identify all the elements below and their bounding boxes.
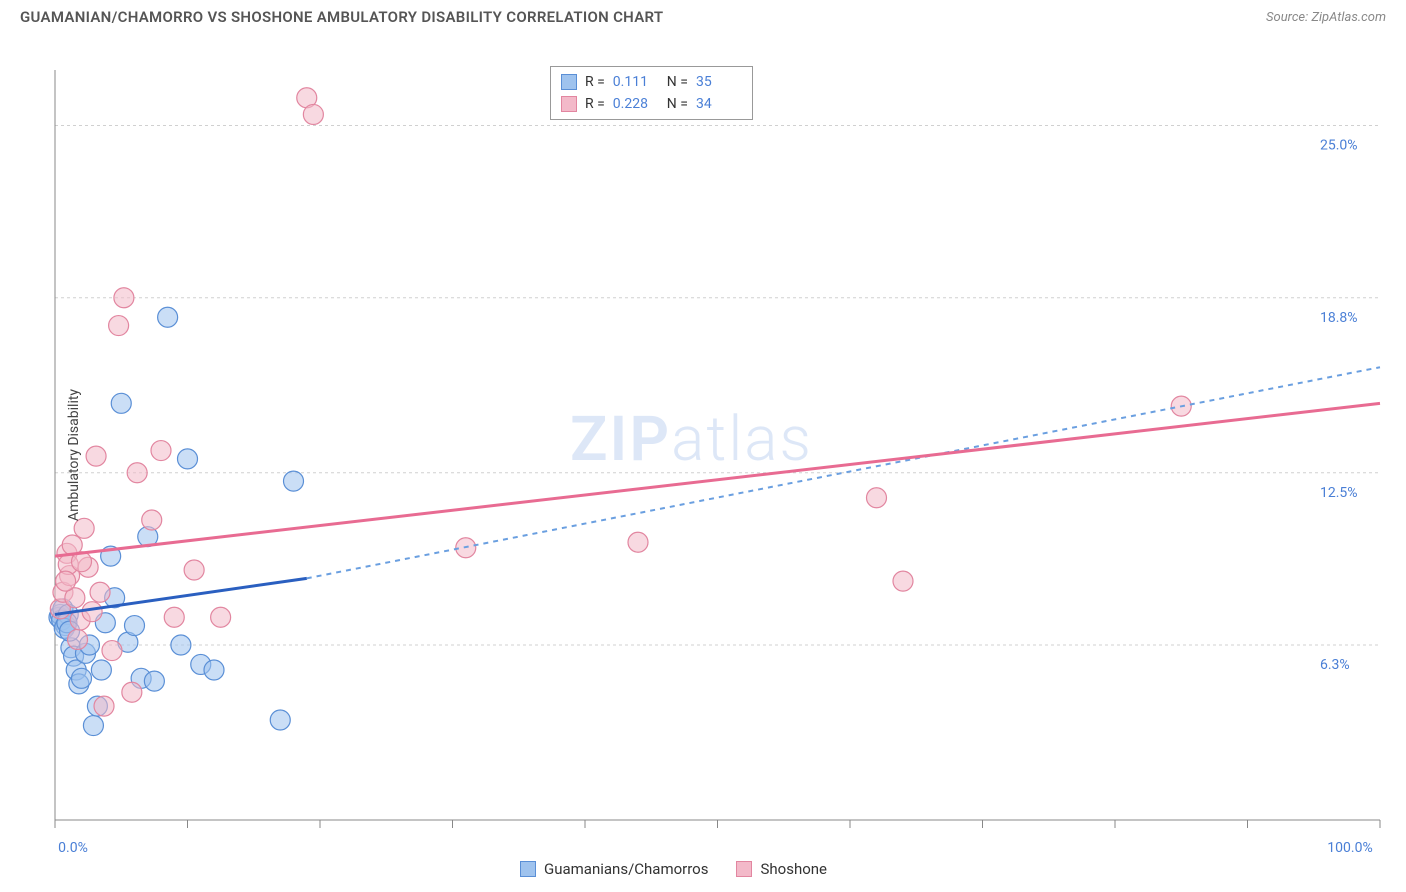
- svg-text:12.5%: 12.5%: [1320, 485, 1358, 501]
- data-point: [178, 449, 198, 469]
- svg-text:0.0%: 0.0%: [58, 840, 88, 856]
- source-attribution: Source: ZipAtlas.com: [1266, 10, 1386, 25]
- data-point: [86, 446, 106, 466]
- n-value: 34: [696, 93, 742, 115]
- n-value: 35: [696, 71, 742, 93]
- data-point: [122, 682, 142, 702]
- legend-label: Guamanians/Chamorros: [544, 860, 708, 878]
- data-point: [74, 518, 94, 538]
- data-point: [204, 660, 224, 680]
- legend-row: R = 0.228 N = 34: [561, 93, 742, 115]
- data-point: [184, 560, 204, 580]
- data-point: [127, 463, 147, 483]
- legend-swatch: [561, 74, 577, 90]
- data-point: [164, 607, 184, 627]
- svg-text:18.8%: 18.8%: [1320, 310, 1358, 326]
- data-point: [144, 671, 164, 691]
- data-point: [72, 668, 92, 688]
- data-point: [211, 607, 231, 627]
- data-point: [56, 571, 76, 591]
- data-point: [303, 104, 323, 124]
- svg-text:100.0%: 100.0%: [1327, 840, 1372, 856]
- legend-row: R = 0.111 N = 35: [561, 71, 742, 93]
- series-legend: Guamanians/Chamorros Shoshone: [520, 860, 827, 878]
- svg-text:6.3%: 6.3%: [1320, 657, 1350, 673]
- r-value: 0.111: [613, 71, 659, 93]
- n-label: N =: [667, 93, 688, 115]
- chart-container: Ambulatory Disability 6.3% 12.5% 18.8% 25.0…: [0, 30, 1406, 880]
- data-point: [94, 696, 114, 716]
- r-value: 0.228: [613, 93, 659, 115]
- data-point: [91, 660, 111, 680]
- legend-label: Shoshone: [760, 860, 827, 878]
- legend-swatch: [561, 96, 577, 112]
- data-point: [284, 471, 304, 491]
- legend-swatch: [736, 861, 752, 877]
- data-point: [171, 635, 191, 655]
- data-point: [867, 488, 887, 508]
- data-point: [158, 307, 178, 327]
- data-point: [109, 316, 129, 336]
- data-point: [628, 532, 648, 552]
- legend-item: Guamanians/Chamorros: [520, 860, 708, 878]
- data-point: [83, 716, 103, 736]
- svg-text:ZIPatlas: ZIPatlas: [570, 403, 813, 476]
- y-axis-label: Ambulatory Disability: [66, 389, 82, 521]
- r-label: R =: [585, 93, 605, 115]
- data-point: [111, 393, 131, 413]
- scatter-chart: 6.3% 12.5% 18.8% 25.0% ZIPatlas 0.0% 100.0%: [0, 30, 1406, 880]
- data-point: [270, 710, 290, 730]
- data-point: [142, 510, 162, 530]
- data-point: [82, 602, 102, 622]
- data-point: [151, 441, 171, 461]
- data-point: [893, 571, 913, 591]
- svg-text:25.0%: 25.0%: [1320, 138, 1358, 154]
- n-label: N =: [667, 71, 688, 93]
- correlation-legend: R = 0.111 N = 35 R = 0.228 N = 34: [550, 66, 753, 120]
- chart-title: GUAMANIAN/CHAMORRO VS SHOSHONE AMBULATOR…: [20, 8, 663, 26]
- data-point: [68, 629, 88, 649]
- data-point: [90, 582, 110, 602]
- data-point: [114, 288, 134, 308]
- data-point: [125, 616, 145, 636]
- legend-item: Shoshone: [736, 860, 827, 878]
- legend-swatch: [520, 861, 536, 877]
- data-point: [102, 641, 122, 661]
- r-label: R =: [585, 71, 605, 93]
